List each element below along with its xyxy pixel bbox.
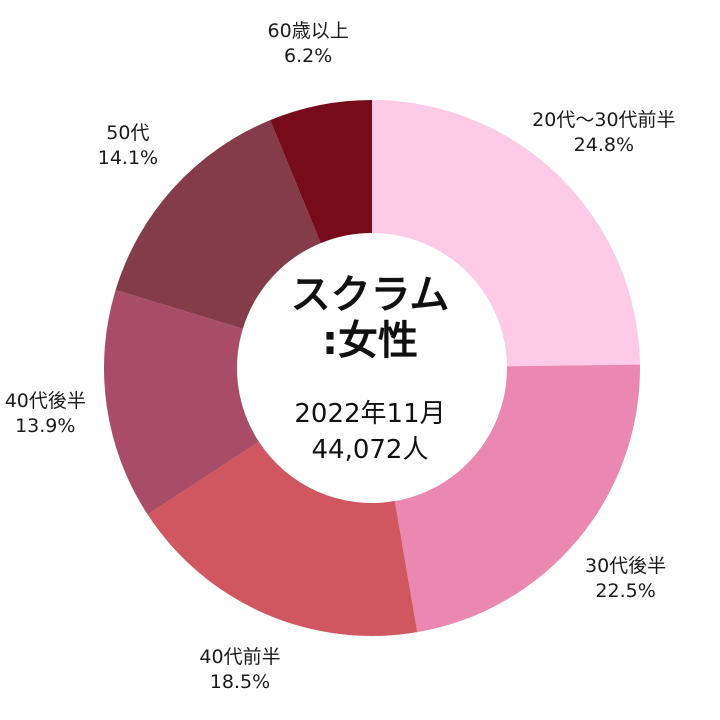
slice-value-label: 14.1%	[97, 146, 159, 169]
pie-slice	[372, 100, 640, 367]
slice-category-label: 40代後半	[4, 390, 86, 413]
pie-slice	[115, 120, 321, 329]
slice-category-label: 30代後半	[585, 555, 667, 578]
slice-value-label: 6.2%	[283, 45, 333, 68]
slice-label: 50代 14.1%	[98, 121, 158, 171]
slice-label: 40代前半 18.5%	[199, 645, 280, 695]
slice-value-label: 22.5%	[595, 580, 656, 603]
slice-label: 30代後半 22.5%	[585, 554, 666, 604]
slice-category-label: 60歳以上	[267, 20, 349, 43]
pie-slice	[147, 441, 418, 636]
slice-category-label: 40代前半	[199, 646, 281, 669]
slice-label: 40代後半 13.9%	[5, 389, 86, 439]
chart-title: スクラム :女性	[290, 272, 450, 364]
chart-subtitle: 2022年11月 44,072人	[294, 399, 446, 465]
pie-slice	[394, 364, 640, 633]
slice-value-label: 13.9%	[15, 415, 76, 438]
slice-category-label: 20代～30代前半	[532, 109, 676, 132]
slice-value-label: 18.5%	[209, 671, 271, 694]
pie-slice	[270, 100, 372, 244]
pie-slice	[104, 290, 259, 515]
slice-label: 60歳以上 6.2%	[268, 19, 349, 69]
slice-label: 20代～30代前半 24.8%	[532, 108, 675, 158]
slice-value-label: 24.8%	[573, 134, 635, 157]
slice-category-label: 50代	[106, 121, 150, 144]
